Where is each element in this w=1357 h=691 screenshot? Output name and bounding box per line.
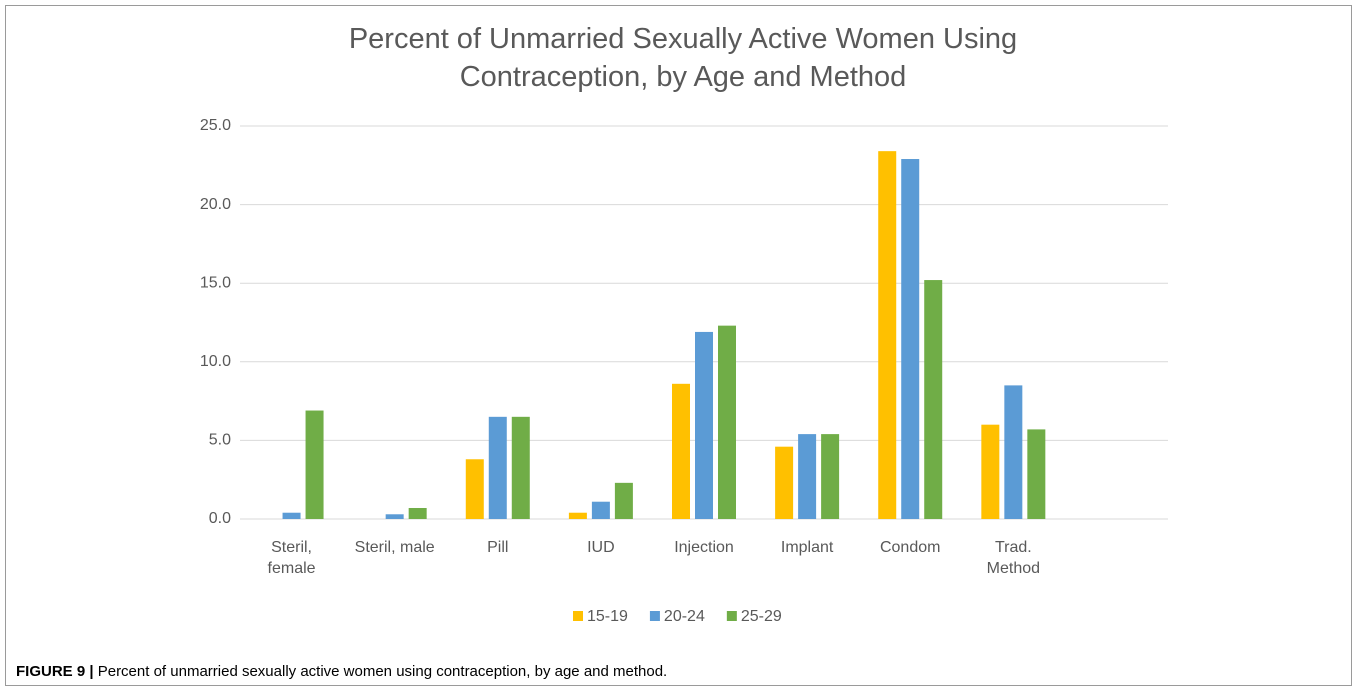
bar [718,325,736,519]
bar [465,459,484,519]
bar [488,416,507,519]
caption-text: Percent of unmarried sexually active wom… [97,663,668,680]
x-tick-label: Pill [487,539,509,556]
x-tick-label: Injection [674,539,734,556]
bar [798,434,817,519]
y-tick-label: 15.0 [200,274,231,291]
y-tick-label: 10.0 [200,353,231,370]
bar [568,512,587,519]
legend-label: 25-29 [741,608,782,625]
legend-swatch [573,611,583,621]
bar [775,446,794,519]
bar [672,383,690,519]
x-tick-label: Steril, male [354,539,435,556]
y-tick-label: 25.0 [200,117,231,134]
caption-label: FIGURE 9 | [16,663,94,680]
bar [695,331,713,519]
y-tick-label: 0.0 [209,510,231,527]
bar [591,501,610,519]
bar [981,424,1000,519]
bar [878,151,897,520]
legend-swatch [726,611,737,621]
x-tick-label: Trad. Method [986,539,1041,577]
legend-label: 15-19 [587,608,628,625]
bar [901,159,920,519]
y-tick-label: 20.0 [200,196,231,213]
legend-swatch [649,611,660,621]
y-tick-label: 5.0 [209,432,231,449]
chart-title: Percent of Unmarried Sexually Active Wom… [348,23,1018,93]
bar [614,482,633,519]
x-tick-label: Implant [780,539,834,556]
x-tick-label: Steril, female [267,539,316,577]
bar [1027,429,1046,519]
x-tick-label: Condom [879,539,941,556]
bar [511,416,530,519]
x-tick-label: IUD [587,539,615,556]
bar [408,507,427,519]
bar [385,514,404,519]
legend-label: 20-24 [664,608,705,625]
bar [305,410,324,519]
bar [924,280,943,519]
caption: FIGURE 9 | Percent of unmarried sexually… [16,663,667,680]
bar [821,434,840,519]
bar [282,512,301,519]
bar [1004,385,1023,519]
frame [5,5,1352,686]
